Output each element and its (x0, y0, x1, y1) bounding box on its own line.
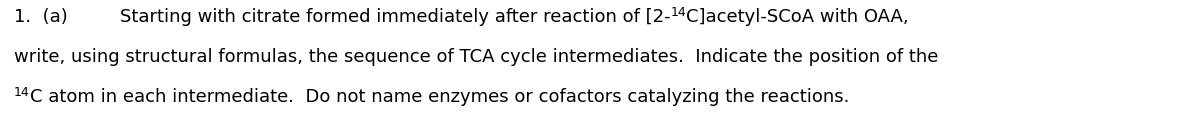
Text: 14: 14 (14, 86, 30, 99)
Text: C atom in each intermediate.  Do not name enzymes or cofactors catalyzing the re: C atom in each intermediate. Do not name… (30, 88, 850, 106)
Text: 1.  (a): 1. (a) (14, 8, 67, 26)
Text: write, using structural formulas, the sequence of TCA cycle intermediates.  Indi: write, using structural formulas, the se… (14, 48, 938, 66)
Text: Starting with citrate formed immediately after reaction of [2-: Starting with citrate formed immediately… (120, 8, 671, 26)
Text: 14: 14 (671, 6, 686, 19)
Text: C]acetyl-SCoA with OAA,: C]acetyl-SCoA with OAA, (686, 8, 910, 26)
